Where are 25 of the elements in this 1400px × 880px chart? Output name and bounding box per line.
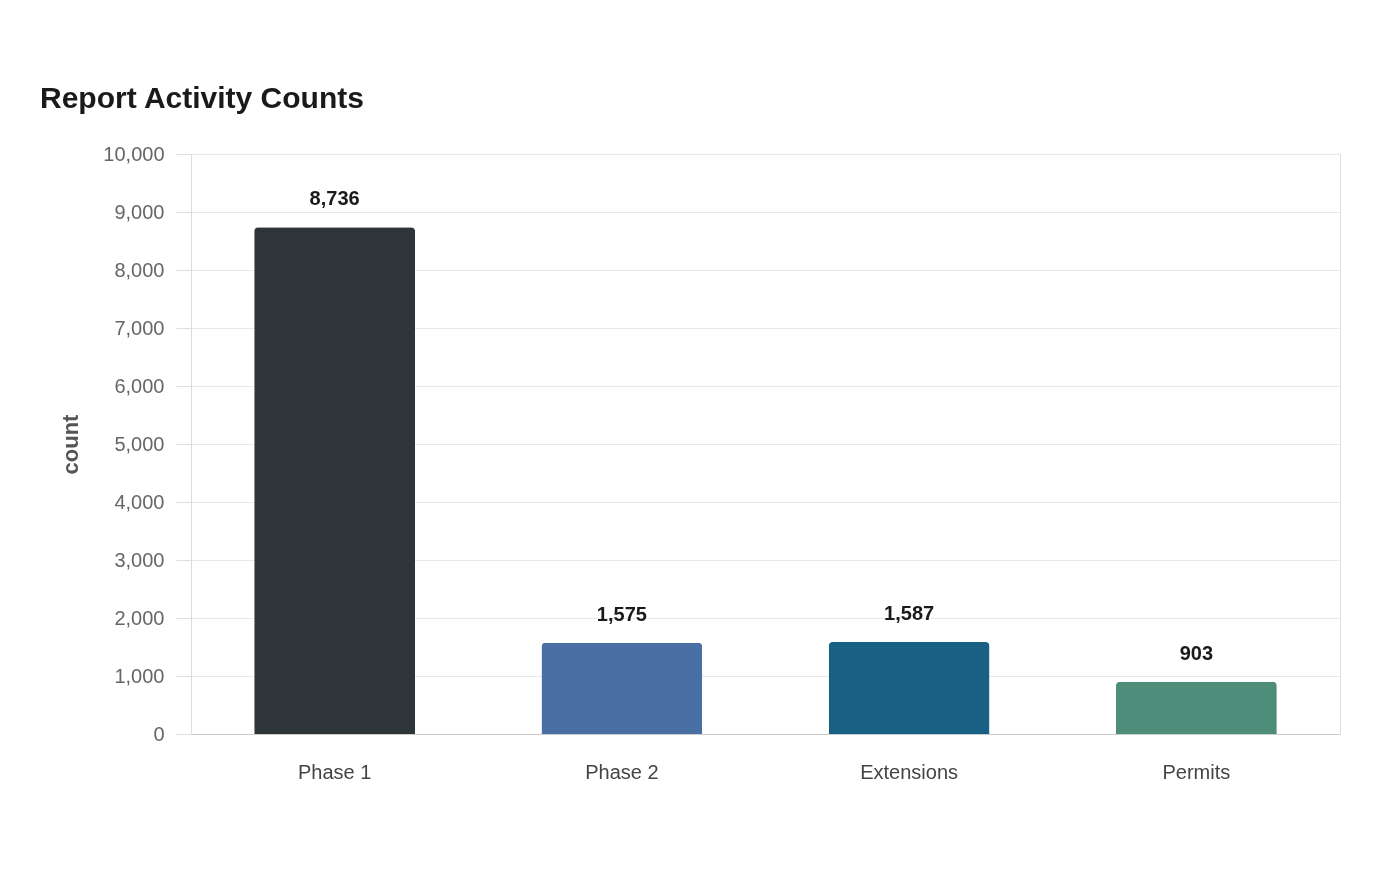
y-tick-label: 7,000 [114, 316, 165, 339]
chart-title: Report Activity Counts [40, 81, 364, 114]
data-label: 8,736 [309, 187, 360, 210]
x-tick-label: Phase 1 [297, 760, 372, 783]
y-tick-label: 2,000 [114, 606, 165, 629]
y-tick-label: 8,000 [114, 258, 165, 281]
y-tick-label: 4,000 [114, 490, 165, 513]
y-tick-label: 1,000 [114, 664, 165, 687]
y-tick-label: 6,000 [114, 374, 165, 397]
bar [828, 641, 990, 734]
y-tick-label: 3,000 [114, 548, 165, 571]
x-tick-label: Extensions [860, 760, 959, 783]
x-tick-label: Phase 2 [585, 760, 659, 783]
y-tick-label: 10,000 [103, 142, 165, 165]
bar [254, 227, 416, 734]
y-tick-label: 9,000 [114, 200, 165, 223]
y-axis-title: count [58, 413, 84, 475]
data-label: 1,575 [596, 602, 647, 625]
data-label: 1,587 [884, 601, 935, 624]
data-label: 903 [1179, 641, 1214, 664]
bar [1115, 681, 1277, 734]
bar [541, 642, 703, 734]
y-tick-label: 5,000 [114, 432, 165, 455]
y-tick-label: 0 [153, 722, 165, 745]
x-tick-label: Permits [1162, 760, 1231, 783]
